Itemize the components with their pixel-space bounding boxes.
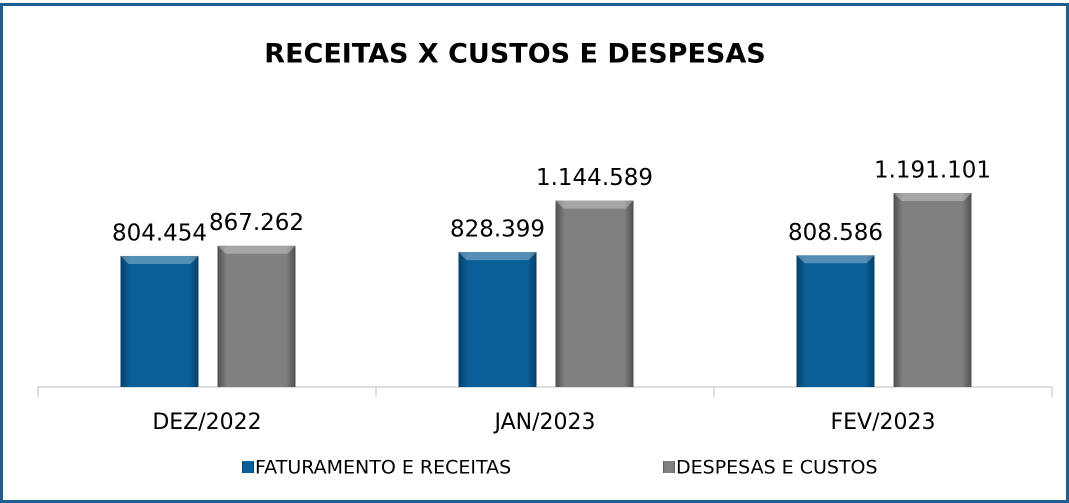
bar [120, 255, 199, 387]
value-label: 828.399 [450, 217, 545, 243]
bar-bevel [893, 193, 972, 201]
x-tick-label: DEZ/2022 [152, 410, 261, 435]
legend-swatch [663, 461, 675, 473]
legend-label: FATURAMENTO E RECEITAS [255, 457, 511, 479]
chart-title: RECEITAS X CUSTOS E DESPESAS [264, 39, 765, 70]
x-tick-label: FEV/2023 [830, 410, 935, 435]
legend-swatch [242, 461, 254, 473]
bar [893, 193, 972, 387]
value-label: 808.586 [788, 220, 883, 246]
value-label: 1.191.101 [874, 158, 991, 184]
bar-bevel [555, 200, 634, 209]
bar [796, 255, 875, 387]
bar-bevel [796, 255, 875, 264]
bar-bevel [217, 245, 296, 254]
bar-bevel [120, 255, 199, 264]
bar [217, 245, 296, 387]
value-label: 804.454 [112, 220, 207, 246]
value-label: 867.262 [209, 210, 304, 236]
x-tick-label: JAN/2023 [492, 410, 595, 435]
value-label: 1.144.589 [536, 165, 653, 191]
legend-label: DESPESAS E CUSTOS [676, 457, 878, 479]
bar [555, 200, 634, 387]
bar [458, 252, 537, 387]
bar-bevel [458, 252, 537, 261]
